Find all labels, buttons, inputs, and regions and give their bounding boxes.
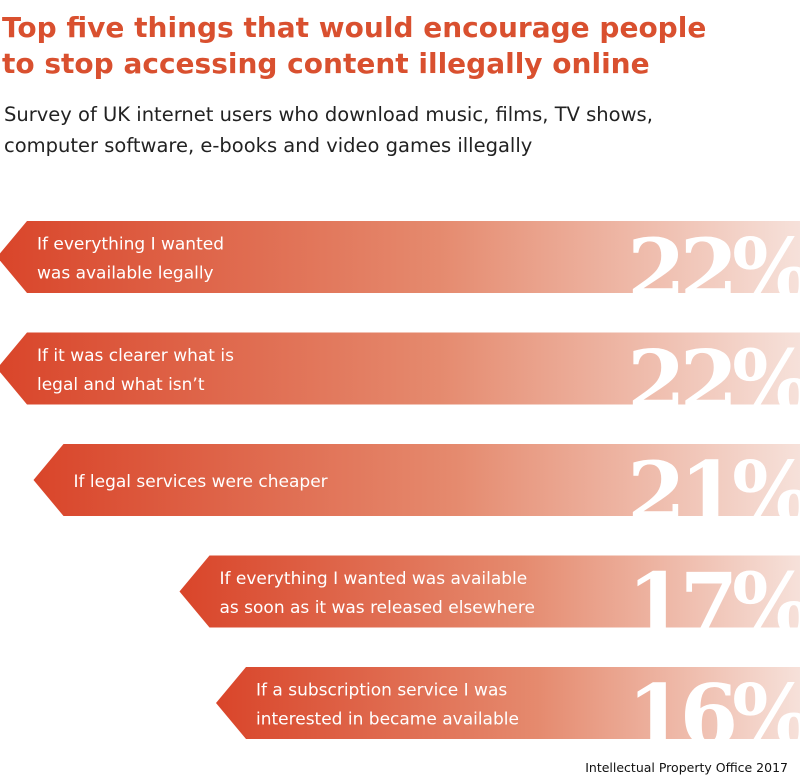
category-label: If everything I wanted was available	[220, 569, 528, 589]
source-note: Intellectual Property Office 2017	[585, 760, 788, 775]
value-label: 22%	[627, 332, 800, 431]
category-label: as soon as it was released elsewhere	[220, 598, 535, 618]
value-label: 17%	[627, 555, 800, 654]
chart-title: Top five things that would encourage peo…	[2, 10, 706, 82]
chart-area: 22% If everything I wanted was available l…	[0, 220, 800, 745]
bar	[0, 221, 800, 293]
category-label: If legal services were cheaper	[74, 472, 328, 492]
chart-subtitle-line-1: Survey of UK internet users who download…	[4, 103, 653, 126]
chart-subtitle-line-2: computer software, e-books and video gam…	[4, 134, 533, 157]
chart-title-line-2: to stop accessing content illegally onli…	[2, 47, 650, 80]
bar	[216, 667, 800, 739]
bar	[0, 332, 800, 405]
bar-group: 16% If a subscription service I was intere…	[216, 666, 800, 745]
bar-group: 22% If everything I wanted was available l…	[0, 220, 800, 319]
chart-subtitle: Survey of UK internet users who download…	[4, 99, 653, 161]
category-label: legal and what isn’t	[37, 375, 205, 395]
bar-group: 21% If legal services were cheaper	[33, 443, 800, 542]
category-label: interested in became available	[256, 710, 519, 730]
value-label: 21%	[627, 443, 800, 542]
category-label: If everything I wanted	[37, 235, 224, 255]
bar-group: 22% If it was clearer what is legal and wh…	[0, 332, 800, 431]
chart-title-line-1: Top five things that would encourage peo…	[2, 11, 707, 44]
bar	[33, 444, 800, 516]
value-label: 22%	[627, 220, 800, 319]
category-label: was available legally	[37, 264, 214, 284]
value-label: 16%	[627, 666, 800, 745]
category-label: If a subscription service I was	[256, 681, 507, 701]
bar	[179, 555, 800, 628]
category-label: If it was clearer what is	[37, 346, 234, 366]
bar-group: 17% If everything I wanted was available a…	[179, 555, 800, 654]
